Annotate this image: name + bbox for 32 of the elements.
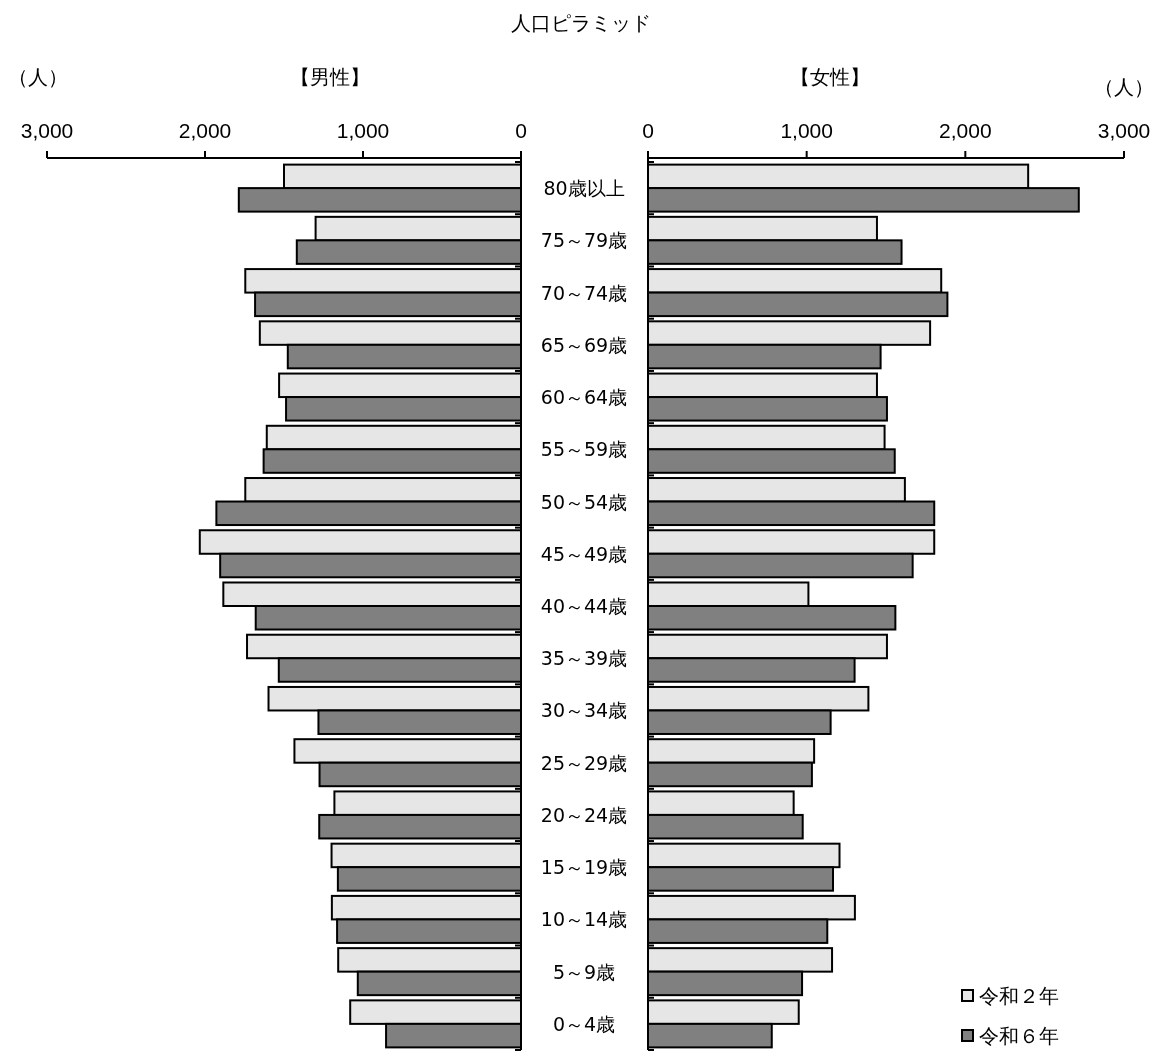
y-tick-label: 35～39歳: [540, 647, 628, 670]
y-tick-label: 70～74歳: [540, 281, 628, 304]
y-tick-label: 80歳以上: [543, 177, 625, 200]
y-tick-label: 60～64歳: [540, 386, 628, 409]
legend-label: 令和６年: [979, 1024, 1059, 1048]
x-tick-label: 3,000: [1097, 119, 1151, 142]
y-tick-label: 55～59歳: [540, 438, 628, 461]
x-tick-label: 0: [515, 119, 527, 142]
x-tick-label: 1,000: [336, 119, 390, 142]
legend-label: 令和２年: [979, 984, 1059, 1008]
y-tick-label: 50～54歳: [540, 490, 628, 513]
y-tick-label: 20～24歳: [540, 803, 628, 826]
x-axis-title: （人）: [8, 65, 68, 89]
y-tick-label: 75～79歳: [540, 229, 628, 252]
y-tick-label: 45～49歳: [540, 542, 628, 565]
y-tick-label: 25～29歳: [540, 751, 628, 774]
y-tick-label: 30～34歳: [540, 699, 628, 722]
text: 人口ピラミッド: [511, 11, 651, 35]
y-tick-label: 0～4歳: [552, 1012, 616, 1035]
chart-subtitle: 【男性】: [290, 65, 370, 89]
y-tick-label: 40～44歳: [540, 595, 628, 617]
chart-subtitle: 【女性】: [790, 65, 870, 89]
x-tick-label: 0: [642, 119, 654, 142]
y-tick-label: 10～14歳: [540, 908, 628, 931]
y-tick-label: 15～19歳: [540, 856, 628, 879]
x-tick-label: 3,000: [20, 119, 74, 142]
x-tick-label: 2,000: [178, 119, 232, 142]
x-axis-title: （人）: [1094, 75, 1154, 99]
x-tick-label: 1,000: [780, 119, 833, 142]
y-tick-label: 65～69歳: [540, 333, 628, 356]
y-tick-label: 5～9歳: [552, 960, 616, 983]
x-tick-label: 2,000: [939, 119, 992, 142]
